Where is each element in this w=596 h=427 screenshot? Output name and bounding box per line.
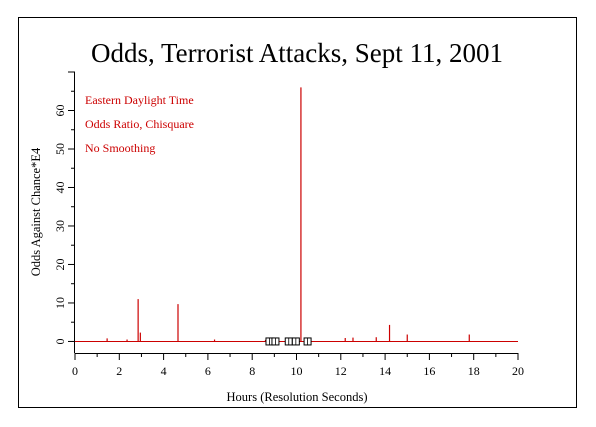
y-tick-label: 40 [53, 181, 67, 193]
outer-border [18, 17, 577, 408]
event-marker [271, 337, 280, 346]
x-axis-label: Hours (Resolution Seconds) [227, 390, 368, 404]
y-tick-label: 0 [53, 338, 67, 344]
x-tick-label: 16 [423, 364, 435, 378]
y-tick-label: 50 [53, 143, 67, 155]
chart-title: Odds, Terrorist Attacks, Sept 11, 2001 [91, 38, 503, 68]
annotation-text: Odds Ratio, Chisquare [85, 117, 194, 131]
x-tick-label: 0 [72, 364, 78, 378]
y-tick-label: 60 [53, 104, 67, 116]
x-tick-label: 20 [512, 364, 524, 378]
annotations: Eastern Daylight Time Odds Ratio, Chisqua… [85, 93, 194, 155]
y-tick-label: 30 [53, 220, 67, 232]
x-tick-label: 14 [379, 364, 391, 378]
data-layer [75, 87, 518, 346]
x-tick-label: 18 [468, 364, 480, 378]
event-marker [303, 337, 312, 346]
x-tick-label: 2 [116, 364, 122, 378]
axes: 0 2 4 6 8 10 12 14 16 18 20 0 10 20 30 40 50 60 [53, 71, 524, 378]
annotation-text: Eastern Daylight Time [85, 93, 194, 107]
x-tick-label: 6 [205, 364, 211, 378]
x-tick-label: 10 [291, 364, 303, 378]
event-marker [284, 337, 293, 346]
y-tick-label: 10 [53, 297, 67, 309]
x-tick-label: 4 [161, 364, 167, 378]
event-marker [291, 337, 300, 346]
x-tick-label: 8 [249, 364, 255, 378]
y-tick-label: 20 [53, 258, 67, 270]
x-tick-label: 12 [335, 364, 347, 378]
annotation-text: No Smoothing [85, 141, 155, 155]
y-axis-label: Odds Against Chance*E4 [29, 147, 43, 276]
